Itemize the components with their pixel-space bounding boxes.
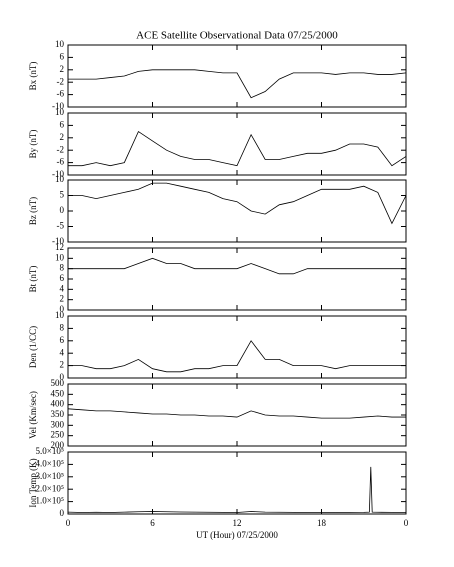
y-tick-label: 500 xyxy=(51,378,65,388)
plot-frame xyxy=(67,451,407,515)
y-tick-label: 5 xyxy=(60,190,65,200)
y-tick-label: 4 xyxy=(60,347,65,357)
y-tick-label: 4 xyxy=(60,283,65,293)
y-tick-label: -10 xyxy=(52,169,64,179)
y-axis-label: Den (1/CC) xyxy=(28,326,38,368)
x-tick-label: 18 xyxy=(317,518,327,528)
y-tick-label: 12 xyxy=(55,242,64,252)
y-tick-label: 6 xyxy=(60,273,65,283)
y-tick-label: 2 xyxy=(60,64,65,74)
y-axis-label: Ion Temp (K) xyxy=(28,458,38,507)
y-axis-label: Bt (nT) xyxy=(28,266,38,293)
x-tick-label: 12 xyxy=(233,518,242,528)
y-tick-label: -2 xyxy=(57,76,65,86)
data-line xyxy=(68,69,407,99)
y-tick-label: 2 xyxy=(60,360,65,370)
plot-frame xyxy=(67,179,407,243)
y-tick-label: 300 xyxy=(51,419,65,429)
y-tick-label: 250 xyxy=(51,430,65,440)
y-tick-label: 0 xyxy=(60,205,65,215)
plot-frame xyxy=(67,247,407,311)
y-tick-label: -10 xyxy=(52,101,64,111)
x-tick-label: 6 xyxy=(150,518,155,528)
y-tick-label: 2.0×10⁵ xyxy=(36,483,64,493)
y-tick-label: -6 xyxy=(57,89,65,99)
y-tick-label: 4.0×10⁵ xyxy=(36,458,64,468)
data-line xyxy=(68,340,406,373)
y-tick-label: 450 xyxy=(51,388,65,398)
data-line xyxy=(68,182,407,225)
y-axis-label: By (nT) xyxy=(28,130,38,159)
y-axis-label: Vel (Km/sec) xyxy=(28,391,38,439)
plot-frame xyxy=(67,315,407,379)
y-tick-label: -6 xyxy=(57,157,65,167)
data-line xyxy=(68,257,406,275)
y-tick-label: 10 xyxy=(55,107,65,117)
y-tick-label: 10 xyxy=(55,252,65,262)
y-tick-label: 0 xyxy=(60,304,65,314)
y-tick-label: -10 xyxy=(52,236,64,246)
y-tick-label: 10 xyxy=(55,310,65,320)
data-line xyxy=(68,131,407,167)
y-tick-label: 350 xyxy=(51,409,65,419)
y-tick-label: -5 xyxy=(57,221,65,231)
y-tick-label: 2 xyxy=(60,294,65,304)
y-tick-label: 5.0×10⁵ xyxy=(36,446,64,456)
y-tick-label: 2 xyxy=(60,132,65,142)
y-tick-label: 1.0×10⁵ xyxy=(36,496,64,506)
y-tick-label: 10 xyxy=(55,39,65,49)
y-tick-label: 0 xyxy=(60,372,65,382)
x-tick-label: 0 xyxy=(404,518,409,528)
y-tick-label: 0 xyxy=(60,508,65,518)
x-tick-label: 0 xyxy=(66,518,71,528)
y-tick-label: 10 xyxy=(55,174,65,184)
y-tick-label: 8 xyxy=(60,322,65,332)
y-tick-label: 6 xyxy=(60,335,65,345)
y-axis-label: Bx (nT) xyxy=(28,62,38,91)
y-tick-label: 400 xyxy=(51,399,65,409)
plot-frame xyxy=(67,44,407,108)
y-tick-label: 6 xyxy=(60,51,65,61)
y-axis-label: Bz (nT) xyxy=(28,197,38,225)
data-line xyxy=(67,408,406,419)
chart-title: ACE Satellite Observational Data 07/25/2… xyxy=(136,30,338,42)
y-tick-label: 3.0×10⁵ xyxy=(36,471,64,481)
y-tick-label: 8 xyxy=(60,263,65,273)
data-line xyxy=(67,466,407,514)
y-tick-label: 6 xyxy=(60,119,65,129)
y-tick-label: -2 xyxy=(57,144,65,154)
plot-frame xyxy=(67,383,407,447)
y-tick-label: 200 xyxy=(51,440,65,450)
x-axis-label: UT (Hour) 07/25/2000 xyxy=(196,530,278,540)
